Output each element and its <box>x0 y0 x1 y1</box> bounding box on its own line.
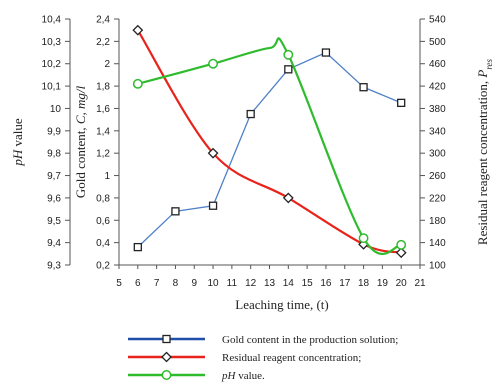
ph-axis-title-part: pH <box>10 149 25 167</box>
gold-tick-label: 1,2 <box>96 149 110 160</box>
data-point-ph <box>396 239 407 250</box>
reagent-axis-title: Residual reagent concentration, Pres <box>475 58 494 245</box>
ph-tick-label: 10,4 <box>42 15 62 26</box>
gold-axis-title-part: C, mg/l <box>73 85 88 124</box>
x-tick-label: 20 <box>396 278 408 289</box>
data-point-reagent <box>132 24 144 36</box>
data-point-gold <box>397 98 406 108</box>
ph-tick-label: 9,3 <box>47 261 61 272</box>
gold-tick-label: 1 <box>104 171 110 182</box>
ph-axis-title-part: value <box>10 118 25 150</box>
data-point-reagent <box>395 247 407 259</box>
data-point-ph <box>208 58 219 69</box>
data-point-ph <box>132 78 143 89</box>
x-tick-label: 8 <box>173 278 179 289</box>
gold-tick-label: 0,2 <box>96 261 110 272</box>
reagent-tick-label: 340 <box>429 126 446 137</box>
reagent-tick-label: 500 <box>429 37 446 48</box>
gold-tick-label: 0,8 <box>96 193 110 204</box>
chart-series <box>132 24 407 259</box>
ph-tick-label: 9,8 <box>47 149 61 160</box>
ph-tick-label: 9,5 <box>47 216 61 227</box>
ph-tick-label: 10 <box>50 104 62 115</box>
data-point-ph <box>358 233 369 244</box>
data-point-gold <box>284 65 293 74</box>
reagent-tick-label: 380 <box>429 104 446 115</box>
x-tick-label: 13 <box>264 278 276 289</box>
legend-label-italic: pH <box>221 370 237 382</box>
legend-marker-ph <box>161 370 172 380</box>
ph-tick-label: 10,1 <box>42 82 62 93</box>
x-axis-title: Leaching time, (t) <box>235 297 329 312</box>
data-point-reagent <box>207 147 219 159</box>
x-tick-label: 11 <box>227 278 238 289</box>
legend-label-ph: pH value. <box>221 370 265 382</box>
data-point-reagent <box>282 192 294 204</box>
ph-tick-label: 10,2 <box>42 59 62 70</box>
data-point-ph <box>283 49 294 60</box>
x-tick-label: 5 <box>116 278 122 289</box>
x-tick-label: 16 <box>320 278 332 289</box>
gold-tick-label: 0,6 <box>96 216 110 227</box>
gold-tick-label: 2,4 <box>96 15 110 26</box>
x-tick-label: 21 <box>414 278 426 289</box>
x-tick-label: 15 <box>302 278 314 289</box>
gold-tick-label: 0,4 <box>96 238 110 249</box>
legend-label-text: Gold content in the production solution; <box>222 334 398 346</box>
gold-tick-label: 1,6 <box>96 104 110 115</box>
ph-tick-label: 10,3 <box>42 37 62 48</box>
x-tick-label: 6 <box>135 278 141 289</box>
reagent-tick-label: 420 <box>429 82 446 93</box>
reagent-axis-title-part: P <box>475 70 490 79</box>
reagent-tick-label: 460 <box>429 59 446 70</box>
x-tick-label: 9 <box>191 278 197 289</box>
chart-legend: Gold content in the production solution;… <box>128 334 398 382</box>
series-line-gold <box>137 51 402 248</box>
reagent-tick-label: 260 <box>429 171 446 182</box>
reagent-tick-label: 220 <box>429 193 446 204</box>
gold-tick-label: 1,8 <box>96 82 110 93</box>
legend-label-reagent: Residual reagent concentration; <box>222 352 361 364</box>
legend-label-gold: Gold content in the production solution; <box>222 334 398 346</box>
x-tick-label: 7 <box>154 278 160 289</box>
reagent-tick-label: 100 <box>429 261 446 272</box>
data-point-gold <box>321 48 331 57</box>
reagent-axis-title-part: Residual reagent concentration, <box>475 78 490 246</box>
gold-axis-title-part: Gold content, <box>73 124 88 198</box>
ph-axis-title: pH value <box>10 118 25 167</box>
legend-marker-gold <box>162 334 171 344</box>
data-point-gold <box>359 83 368 92</box>
legend-label-text: Residual reagent concentration; <box>222 352 361 364</box>
series-line-ph <box>137 37 402 255</box>
ph-tick-label: 9,9 <box>47 126 61 137</box>
ph-tick-label: 9,7 <box>47 171 61 182</box>
data-point-gold <box>171 207 180 216</box>
gold-tick-label: 2,2 <box>96 37 110 48</box>
x-tick-label: 19 <box>377 278 389 289</box>
reagent-tick-label: 140 <box>429 238 446 249</box>
data-point-gold <box>246 109 255 119</box>
chart-axes: 9,39,49,59,69,79,89,91010,110,210,310,40… <box>10 15 494 313</box>
data-point-gold <box>133 242 142 252</box>
series-line-reagent <box>136 29 402 254</box>
reagent-tick-label: 540 <box>429 15 446 26</box>
ph-tick-label: 9,6 <box>47 193 61 204</box>
x-tick-label: 12 <box>245 278 257 289</box>
x-tick-label: 10 <box>208 278 220 289</box>
reagent-tick-label: 300 <box>429 149 446 160</box>
gold-tick-label: 2 <box>104 59 110 70</box>
x-tick-label: 18 <box>358 278 370 289</box>
data-point-gold <box>208 201 218 210</box>
ph-tick-label: 9,4 <box>47 238 61 249</box>
legend-marker-reagent <box>161 351 172 363</box>
reagent-axis-title-part: res <box>484 58 494 69</box>
legend-label-text: value. <box>235 370 265 382</box>
gold-tick-label: 1,4 <box>96 126 110 137</box>
reagent-tick-label: 180 <box>429 216 446 227</box>
x-tick-label: 14 <box>283 278 295 289</box>
x-tick-label: 17 <box>339 278 351 289</box>
gold-axis-title: Gold content, C, mg/l <box>73 85 88 198</box>
